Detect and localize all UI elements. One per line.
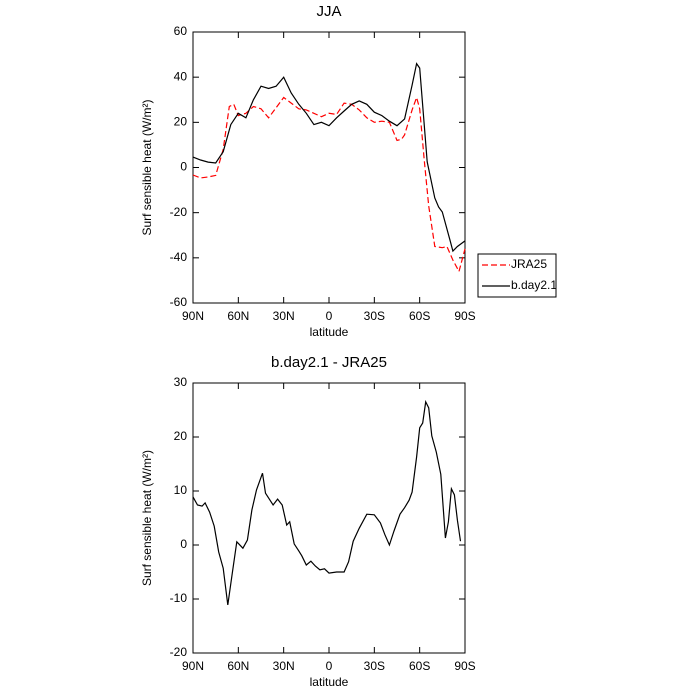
x-tick-label: 60S <box>409 309 430 323</box>
legend-label: JRA25 <box>511 257 547 271</box>
y-tick-label: -20 <box>170 205 188 219</box>
y-tick-label: -20 <box>170 645 188 659</box>
y-tick-label: 0 <box>180 537 187 551</box>
y-tick-label: 40 <box>174 69 188 83</box>
x-tick-label: 90N <box>182 659 204 673</box>
y-tick-label: -60 <box>170 295 188 309</box>
chart-title: JJA <box>316 3 341 20</box>
x-tick-label: 60N <box>227 309 249 323</box>
x-tick-label: 30S <box>364 659 385 673</box>
chart-title: b.day2.1 - JRA25 <box>271 354 387 371</box>
y-tick-label: 10 <box>174 483 188 497</box>
x-tick-label: 30N <box>273 659 295 673</box>
data-line <box>192 62 466 253</box>
y-axis-label: Surf sensible heat (W/m²) <box>140 450 154 586</box>
x-tick-label: 30S <box>364 309 385 323</box>
y-tick-label: -10 <box>170 591 188 605</box>
y-tick-label: 30 <box>174 375 188 389</box>
legend-box <box>477 253 557 298</box>
y-tick-label: 60 <box>174 24 188 38</box>
x-tick-label: 90S <box>454 309 475 323</box>
legend-label: b.day2.1 <box>511 278 557 292</box>
x-tick-label: 90S <box>454 659 475 673</box>
plot-frame <box>192 31 466 304</box>
data-line <box>192 399 462 605</box>
x-axis-label: latitude <box>310 325 349 339</box>
y-tick-label: 20 <box>174 115 188 129</box>
x-tick-label: 60N <box>227 659 249 673</box>
y-tick-label: 20 <box>174 429 188 443</box>
y-tick-label: -40 <box>170 250 188 264</box>
x-tick-label: 90N <box>182 309 204 323</box>
x-tick-label: 30N <box>273 309 295 323</box>
y-tick-label: 0 <box>180 160 187 174</box>
x-tick-label: 60S <box>409 659 430 673</box>
plot-frame <box>192 382 466 654</box>
x-tick-label: 0 <box>326 309 333 323</box>
y-axis-label: Surf sensible heat (W/m²) <box>140 99 154 235</box>
x-tick-label: 0 <box>326 659 333 673</box>
x-axis-label: latitude <box>310 675 349 689</box>
